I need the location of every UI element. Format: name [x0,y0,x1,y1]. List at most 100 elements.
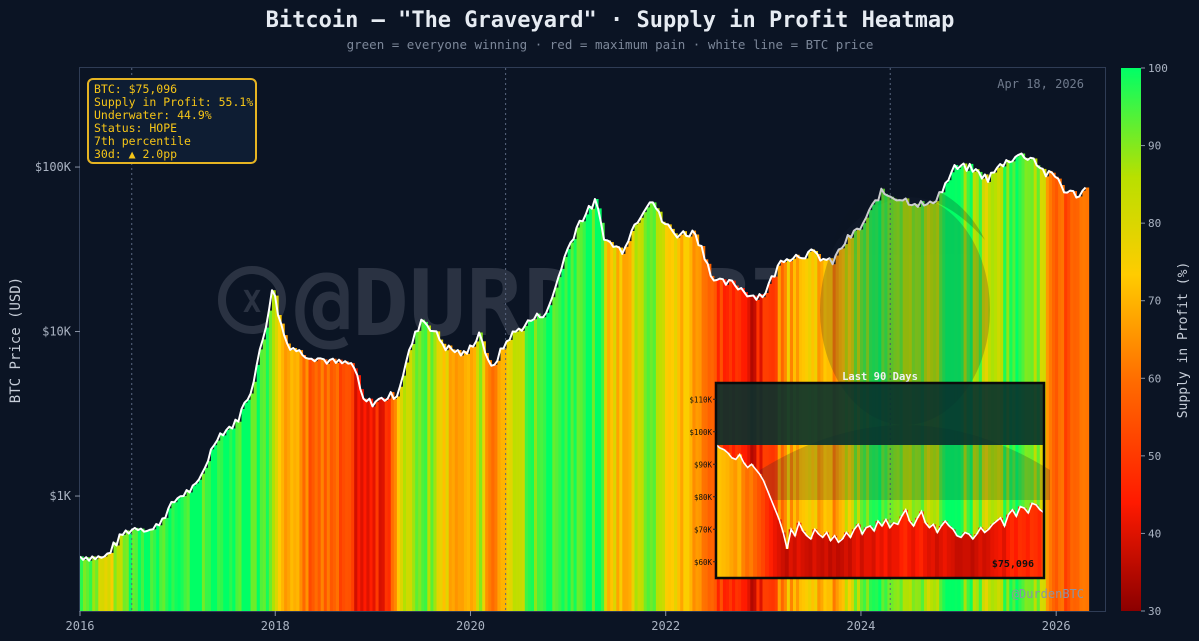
heat-bar [582,221,587,611]
heat-bar [107,553,112,611]
heat-bar [223,435,227,611]
heat-bar [518,328,523,611]
heat-bar [460,355,465,611]
heat-bar [80,556,84,611]
inset-heat-bar [875,521,881,578]
heat-bar [314,361,319,611]
inset-y-tick-label: $100K [689,428,712,437]
colorbar-ticks: 100 90 80 70 60 50 40 30 [1141,62,1168,618]
y-tick-label: $100K [35,160,72,174]
heat-bar [683,231,687,611]
heat-bar [439,339,444,611]
heat-bar [153,529,157,611]
heat-bar [140,528,145,611]
heat-bar [180,496,185,611]
heat-bar [610,242,614,611]
inset-heat-bar [1029,503,1035,578]
heat-bar [339,359,343,611]
heat-bar [686,235,690,611]
heat-bar [433,331,438,611]
heat-bar [390,392,395,611]
x-letter: X [243,285,261,320]
heat-bar [256,364,261,611]
heat-bar [128,533,133,611]
heat-bar [473,346,477,611]
inset-heat-bar [962,532,968,578]
heat-bar [534,319,538,611]
heat-bar [253,381,258,611]
heat-bar [1067,192,1071,611]
colorbar-tick-label: 60 [1148,372,1161,385]
inset-heat-bar [717,448,723,578]
heat-bar [710,275,715,611]
inset-heat-bar [757,474,762,578]
heat-bar [226,430,230,611]
heat-bar [564,256,569,611]
heat-bar [524,325,529,611]
heat-bar [308,358,313,611]
heat-bar [250,393,255,611]
inset-y-tick-label: $60K [694,558,713,567]
heat-bar [537,313,541,611]
colorbar-tick-label: 40 [1148,527,1161,540]
heat-bar [229,426,233,611]
heat-bar [1073,191,1077,611]
heat-bar [512,331,517,611]
heat-bar [671,228,675,611]
heat-bar [201,473,206,611]
inset-heat-bar [832,535,837,578]
colorbar-tick-label: 70 [1148,295,1161,308]
price-series [80,152,1087,562]
y-axis-label: BTC Price (USD) [8,277,24,403]
heat-bar [1058,178,1062,611]
heat-bar [387,398,392,611]
inset-heat-bar [768,500,774,578]
heat-bar [204,467,209,611]
heat-bar [601,222,605,611]
inset-heat-bar [974,534,980,578]
heat-bar [98,556,102,611]
heat-bar [546,312,550,611]
heat-bar [92,556,96,611]
heat-bar [323,359,328,611]
inset-heat-bar [927,527,932,578]
inset-heat-bar [946,526,952,578]
heat-bar [125,530,130,611]
inset-heat-bar [958,537,964,578]
date-label: Apr 18, 2026 [997,77,1084,91]
colorbar-tick-label: 30 [1148,605,1161,618]
heat-bar [360,389,364,611]
heat-bar [716,280,721,611]
heat-bar [640,217,645,611]
inset-heat-bar [891,522,897,578]
heat-bar [698,245,703,611]
inset-heat-bar [741,462,747,578]
x-tick-label: 2026 [1042,619,1071,633]
heat-bar [707,263,712,611]
inset-heat-bar [990,524,996,578]
heat-bar [268,310,273,611]
heat-bar [1055,176,1059,611]
heat-bar [628,241,633,611]
heat-bar [616,246,620,611]
heat-bar [418,330,422,611]
inset-heat-bar [982,532,988,578]
heat-bar [192,485,197,611]
heat-bar [515,331,520,611]
heat-bar [753,295,758,611]
inset-heat-bar [1014,516,1019,578]
heat-bar [281,323,285,611]
heat-bar [674,233,678,611]
heat-bar [409,350,413,611]
heat-bar [750,295,754,611]
inset-heat-bar [753,469,758,578]
heat-bar [354,368,358,611]
heat-bar [424,321,428,611]
inset-heat-bar [792,535,798,578]
heat-bar [369,398,374,611]
heat-bar [631,231,636,611]
heat-bar [701,246,706,611]
heat-bar [296,351,300,611]
heat-bar [189,492,194,611]
heat-bar [692,230,697,611]
